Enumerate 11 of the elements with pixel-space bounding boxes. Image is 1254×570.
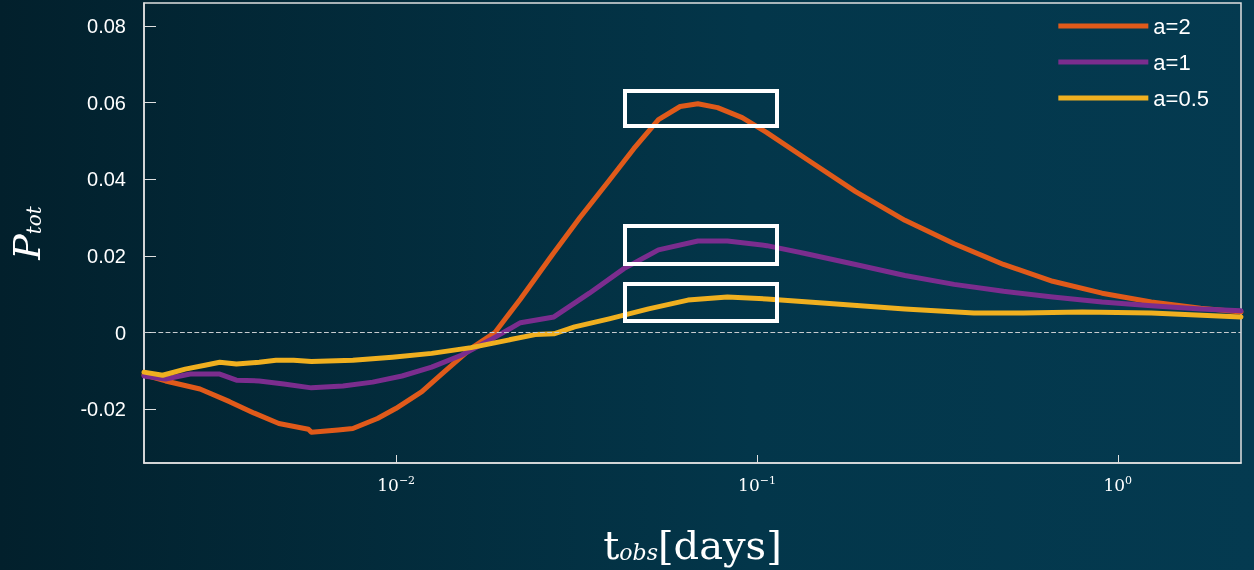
x-axis-title: tobs[days] — [603, 522, 782, 568]
y-tick-label: 0.08 — [87, 15, 126, 37]
y-tick-label: 0.06 — [87, 91, 126, 114]
y-tick-label: 0.02 — [87, 245, 126, 267]
legend-label: a=1 — [1153, 49, 1191, 75]
y-tick-label: 0.04 — [87, 168, 126, 191]
y-tick-label: 0 — [114, 321, 126, 344]
legend-label: a=0.5 — [1153, 85, 1210, 111]
y-axis-title: Ptot — [5, 205, 49, 261]
legend-label: a=2 — [1153, 13, 1191, 39]
y-tick-label: -0.02 — [80, 398, 126, 421]
